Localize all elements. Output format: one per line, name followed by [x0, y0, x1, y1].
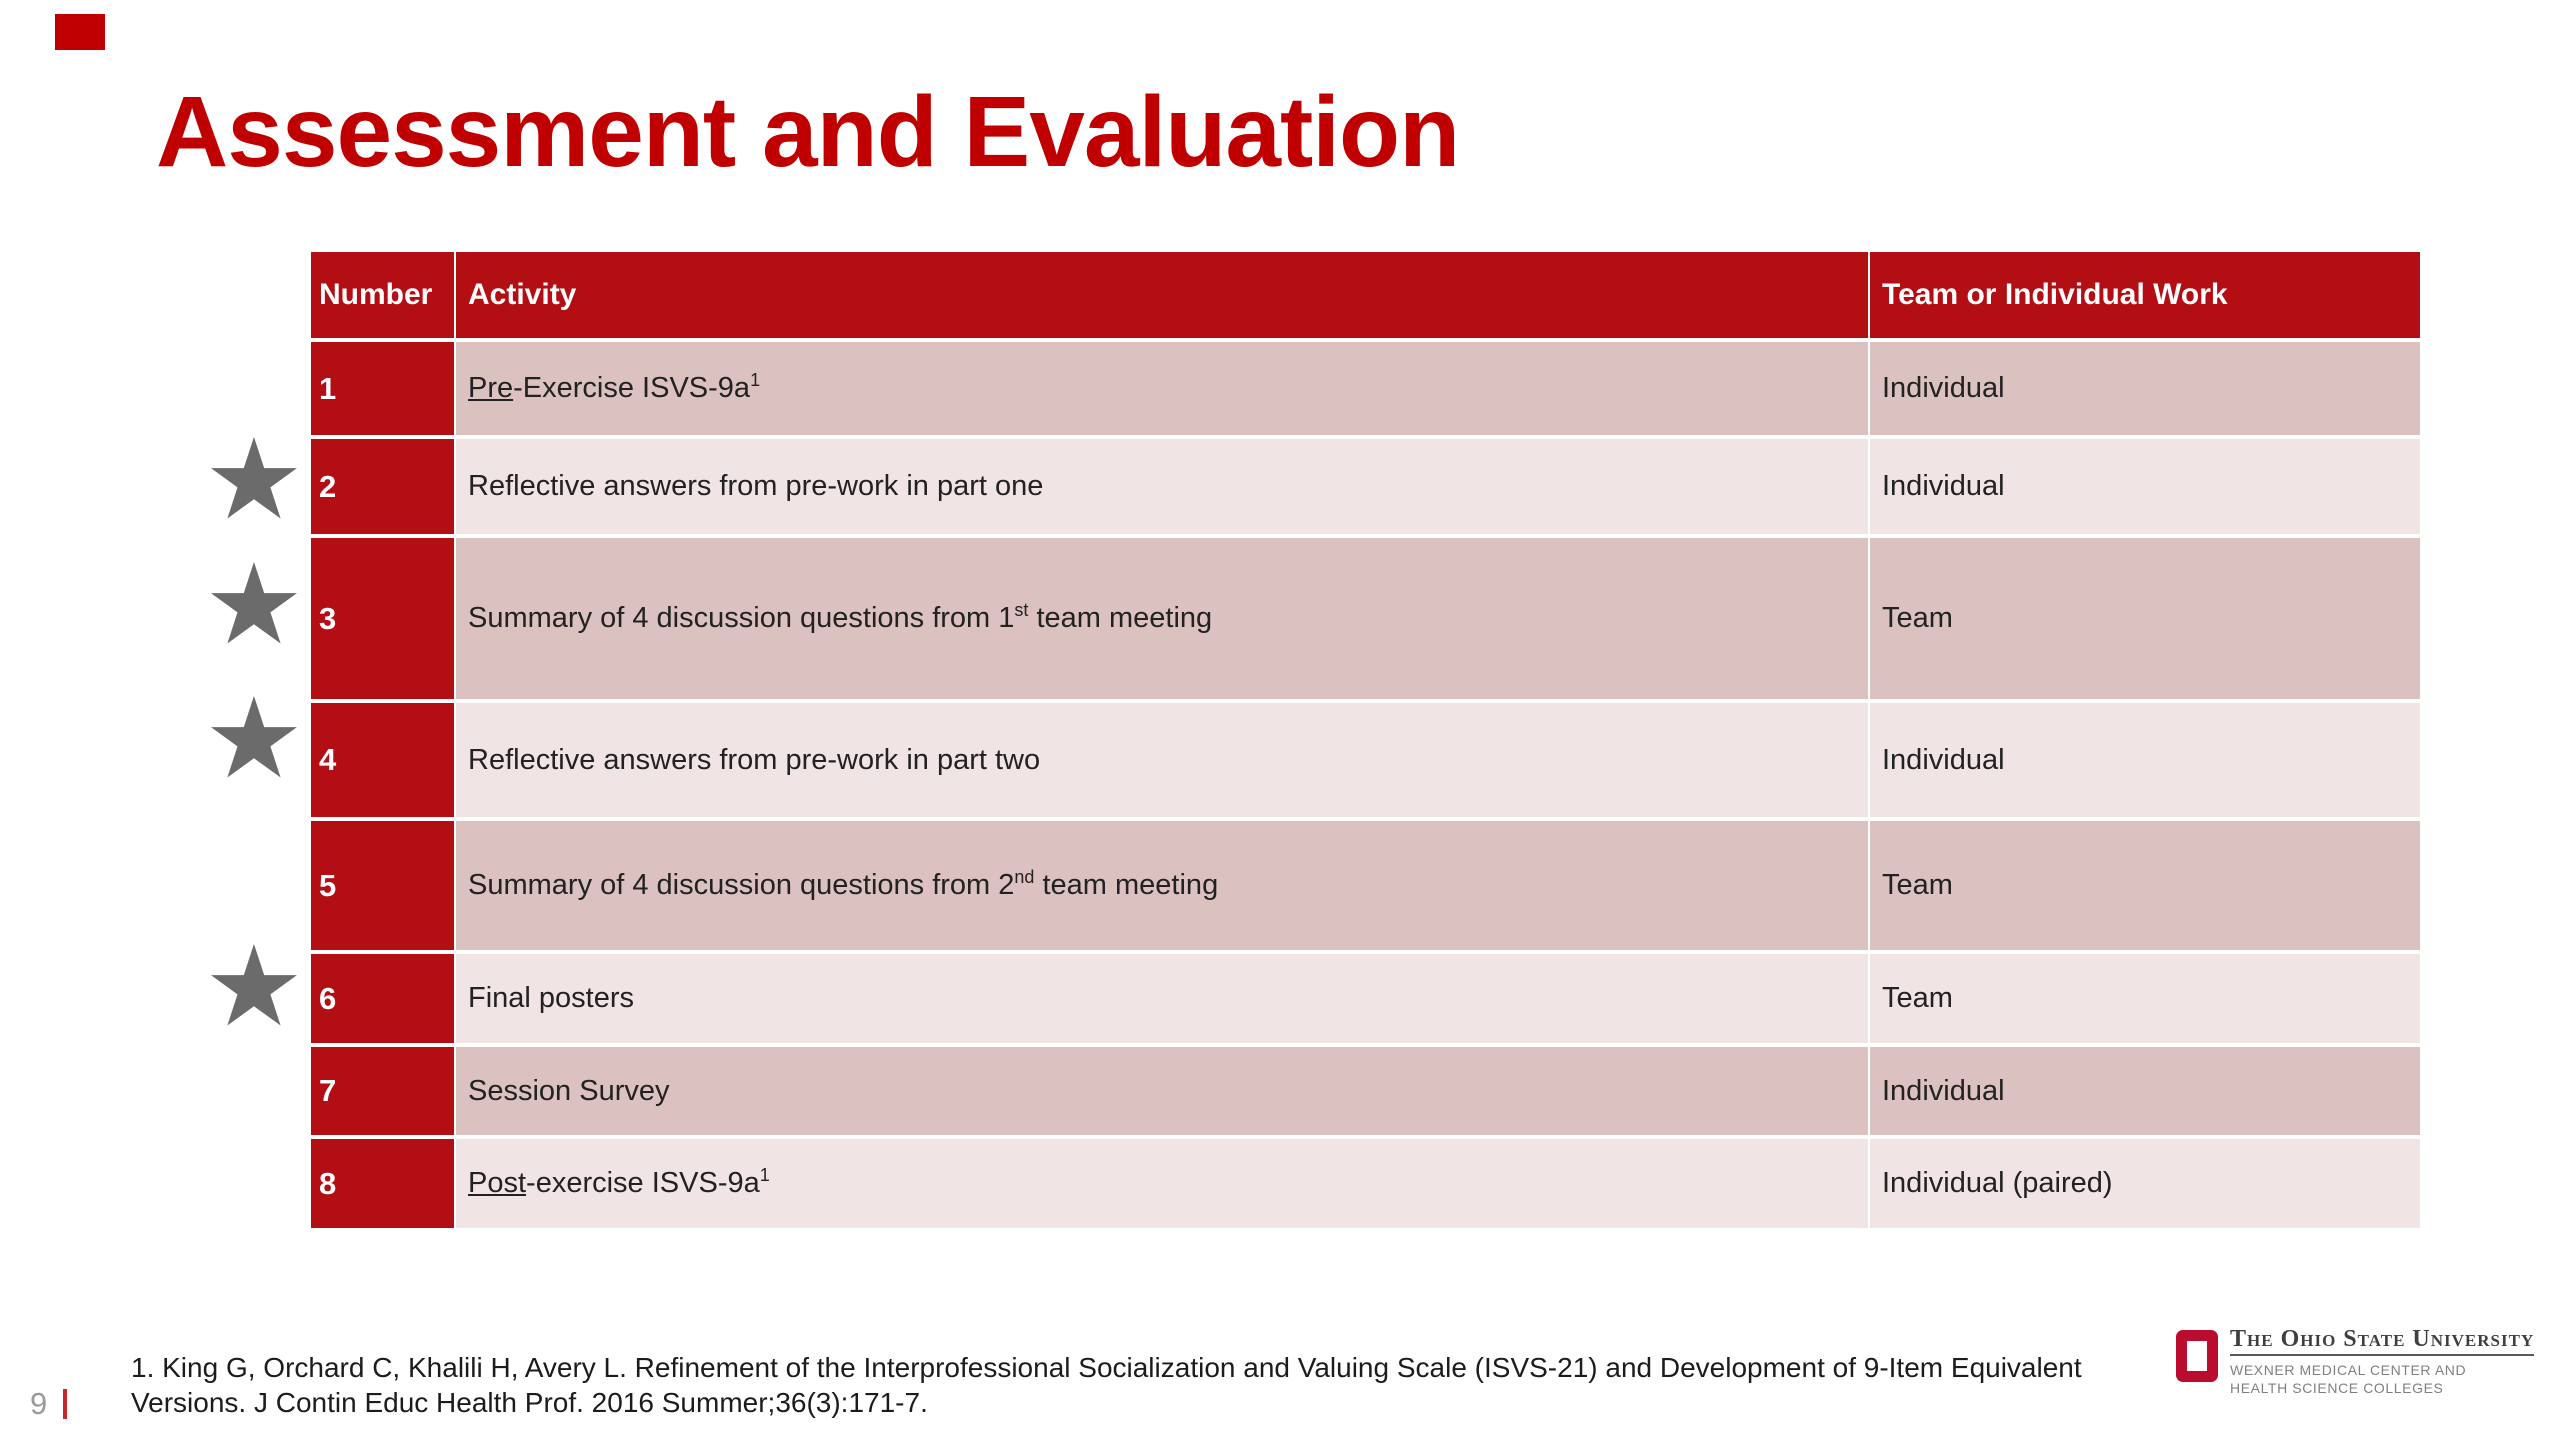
activity-text-segment: Summary of 4 discussion questions from 2	[468, 869, 1015, 901]
table-row: 2 Reflective answers from pre-work in par…	[309, 435, 2422, 538]
activity-text-segment: Reflective answers from pre-work in part…	[468, 470, 1044, 502]
header-number: Number	[309, 248, 456, 342]
osu-logo: The Ohio State University WEXNER MEDICAL…	[2176, 1326, 2535, 1397]
logo-subtitle-line-1: WEXNER MEDICAL CENTER AND	[2230, 1362, 2467, 1378]
activity-text-segment: 1	[750, 370, 761, 390]
activity-cell: Summary of 4 discussion questions from 2…	[454, 817, 1870, 954]
table-row: 8 Post-exercise ISVS-9a1 Individual (paire…	[309, 1135, 2422, 1232]
number-cell: 1	[309, 338, 456, 439]
activity-text-segment: team meeting	[1034, 869, 1219, 901]
footnote-line-1: 1. King G, Orchard C, Khalili H, Avery L…	[131, 1352, 2082, 1383]
table-row: 6 Final posters Team	[309, 950, 2422, 1047]
number-cell: 5	[309, 817, 456, 954]
team-cell: Team	[1868, 950, 2422, 1047]
activity-text-segment: Reflective answers from pre-work in part…	[468, 743, 1041, 776]
activity-text-segment: Pre	[468, 372, 514, 404]
activity-cell: Final posters	[454, 950, 1870, 1047]
activity-text-segment: Session Survey	[468, 1074, 670, 1107]
logo-subtitle: WEXNER MEDICAL CENTER AND HEALTH SCIENCE…	[2230, 1361, 2534, 1397]
logo-university-name: The Ohio State University	[2230, 1326, 2535, 1356]
table-row: 4 Reflective answers from pre-work in par…	[309, 699, 2422, 821]
number-cell: 6	[309, 950, 456, 1047]
table-row: 3 Summary of 4 discussion questions from …	[309, 534, 2422, 703]
star-icon: ★	[203, 417, 305, 542]
footnote-citation: 1. King G, Orchard C, Khalili H, Avery L…	[131, 1350, 2091, 1420]
header-activity: Activity	[454, 248, 1870, 342]
activity-text-segment: st	[1014, 600, 1029, 620]
slide-title: Assessment and Evaluation	[156, 76, 1460, 188]
team-cell: Individual	[1868, 338, 2422, 439]
table-row: 1 Pre-Exercise ISVS-9a1 Individual	[309, 338, 2422, 439]
star-icon: ★	[203, 924, 305, 1049]
number-cell: 2	[309, 435, 456, 538]
footnote-line-2: Versions. J Contin Educ Health Prof. 201…	[131, 1387, 928, 1418]
logo-subtitle-line-2: HEALTH SCIENCE COLLEGES	[2230, 1380, 2444, 1396]
activity-cell: Session Survey	[454, 1043, 1870, 1139]
activity-cell: Summary of 4 discussion questions from 1…	[454, 534, 1870, 703]
number-cell: 8	[309, 1135, 456, 1232]
table-header-row: Number Activity Team or Individual Work	[309, 248, 2422, 342]
header-team-or-individual: Team or Individual Work	[1868, 248, 2422, 342]
activity-text-segment: Post	[468, 1167, 527, 1199]
activity-text-segment: Final posters	[468, 982, 635, 1014]
team-cell: Team	[1868, 534, 2422, 703]
activity-text-segment: Summary of 4 discussion questions from 1	[468, 602, 1015, 634]
activity-text-segment: -Exercise ISVS-9a	[513, 372, 751, 404]
number-cell: 7	[309, 1043, 456, 1139]
team-cell: Individual	[1868, 435, 2422, 538]
activity-cell: Pre-Exercise ISVS-9a1	[454, 338, 1870, 439]
activity-cell: Reflective answers from pre-work in part…	[454, 435, 1870, 538]
activity-text-segment: nd	[1014, 867, 1035, 887]
table-row: 7 Session Survey Individual	[309, 1043, 2422, 1139]
assessment-table: Number Activity Team or Individual Work …	[309, 248, 2422, 1232]
page-number: 9	[30, 1386, 68, 1422]
page-number-divider	[63, 1389, 68, 1419]
activity-cell: Reflective answers from pre-work in part…	[454, 699, 1870, 821]
team-cell: Team	[1868, 817, 2422, 954]
block-o-icon	[2176, 1330, 2218, 1382]
table-row: 5 Summary of 4 discussion questions from …	[309, 817, 2422, 954]
number-cell: 4	[309, 699, 456, 821]
activity-text-segment: -exercise ISVS-9a	[526, 1167, 760, 1199]
slide-accent-rect	[55, 14, 105, 50]
page-number-value: 9	[30, 1386, 48, 1421]
star-icon: ★	[203, 542, 305, 667]
activity-cell: Post-exercise ISVS-9a1	[454, 1135, 1870, 1232]
activity-text-segment: 1	[759, 1165, 770, 1185]
logo-text: The Ohio State University WEXNER MEDICAL…	[2230, 1326, 2535, 1397]
team-cell: Individual (paired)	[1868, 1135, 2422, 1232]
team-cell: Individual	[1868, 1043, 2422, 1139]
team-cell: Individual	[1868, 699, 2422, 821]
number-cell: 3	[309, 534, 456, 703]
activity-text-segment: team meeting	[1028, 602, 1213, 634]
star-icon: ★	[203, 676, 305, 801]
